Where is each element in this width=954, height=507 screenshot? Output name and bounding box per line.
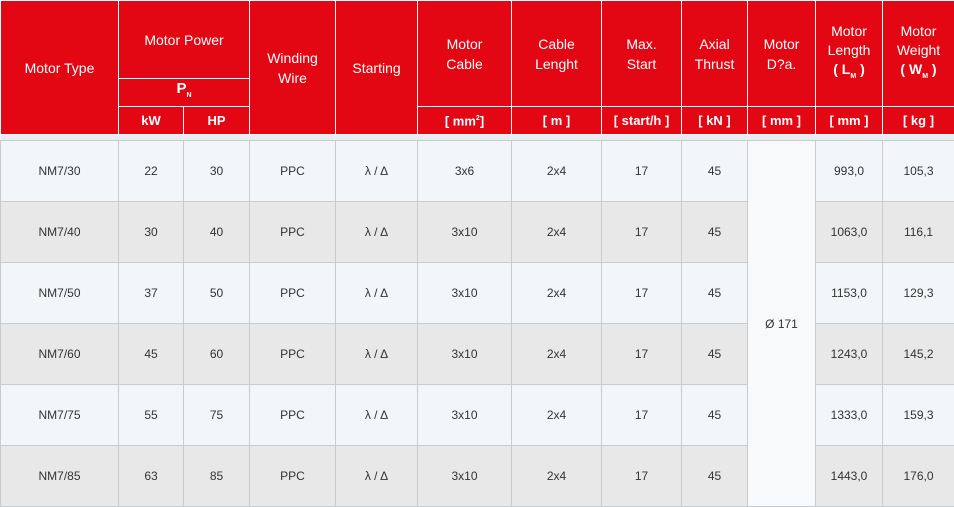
cell-max: 17: [602, 324, 682, 385]
unit-kw: kW: [119, 107, 184, 135]
cell-type: NM7/60: [1, 324, 119, 385]
unit-start-h: [ start/h ]: [602, 107, 682, 135]
cell-kw: 22: [119, 141, 184, 202]
cell-diameter: Ø 171: [748, 141, 816, 507]
cell-mw: 176,0: [883, 446, 954, 507]
cell-len: 2x4: [512, 324, 602, 385]
cell-wire: PPC: [250, 141, 336, 202]
cell-thrust: 45: [682, 263, 748, 324]
cell-mlen: 1443,0: [816, 446, 883, 507]
col-max-start: Max.Start: [602, 1, 682, 107]
cell-mlen: 1063,0: [816, 202, 883, 263]
col-motor-type: Motor Type: [1, 1, 119, 135]
cell-kw: 55: [119, 385, 184, 446]
cell-start: λ / Δ: [336, 446, 418, 507]
cell-kw: 37: [119, 263, 184, 324]
cell-mlen: 993,0: [816, 141, 883, 202]
cell-thrust: 45: [682, 446, 748, 507]
cell-wire: PPC: [250, 202, 336, 263]
cell-wire: PPC: [250, 263, 336, 324]
cell-type: NM7/50: [1, 263, 119, 324]
cell-type: NM7/75: [1, 385, 119, 446]
cell-mlen: 1153,0: [816, 263, 883, 324]
cell-wire: PPC: [250, 324, 336, 385]
cell-hp: 85: [184, 446, 250, 507]
cell-hp: 60: [184, 324, 250, 385]
cell-max: 17: [602, 202, 682, 263]
cell-wire: PPC: [250, 385, 336, 446]
cell-max: 17: [602, 446, 682, 507]
cell-hp: 40: [184, 202, 250, 263]
cell-type: NM7/30: [1, 141, 119, 202]
unit-mm2: [ mm2]: [418, 107, 512, 135]
cell-mw: 129,3: [883, 263, 954, 324]
cell-mw: 145,2: [883, 324, 954, 385]
cell-thrust: 45: [682, 324, 748, 385]
cell-thrust: 45: [682, 202, 748, 263]
cell-max: 17: [602, 385, 682, 446]
cell-mlen: 1243,0: [816, 324, 883, 385]
cell-kw: 63: [119, 446, 184, 507]
col-motor-power: Motor Power: [119, 1, 250, 79]
cell-type: NM7/40: [1, 202, 119, 263]
cell-len: 2x4: [512, 141, 602, 202]
cell-len: 2x4: [512, 446, 602, 507]
cell-len: 2x4: [512, 385, 602, 446]
unit-kg: [ kg ]: [883, 107, 954, 135]
unit-dia-mm: [ mm ]: [748, 107, 816, 135]
cell-cable: 3x10: [418, 202, 512, 263]
cell-start: λ / Δ: [336, 385, 418, 446]
cell-cable: 3x6: [418, 141, 512, 202]
cell-cable: 3x10: [418, 324, 512, 385]
cell-max: 17: [602, 263, 682, 324]
cell-thrust: 45: [682, 141, 748, 202]
cell-mlen: 1333,0: [816, 385, 883, 446]
cell-type: NM7/85: [1, 446, 119, 507]
unit-hp: HP: [184, 107, 250, 135]
cell-hp: 50: [184, 263, 250, 324]
cell-kw: 45: [119, 324, 184, 385]
unit-m: [ m ]: [512, 107, 602, 135]
cell-mw: 159,3: [883, 385, 954, 446]
cell-cable: 3x10: [418, 385, 512, 446]
unit-length-mm: [ mm ]: [816, 107, 883, 135]
cell-start: λ / Δ: [336, 141, 418, 202]
col-starting: Starting: [336, 1, 418, 135]
cell-wire: PPC: [250, 446, 336, 507]
cell-hp: 30: [184, 141, 250, 202]
cell-start: λ / Δ: [336, 324, 418, 385]
cell-kw: 30: [119, 202, 184, 263]
cell-thrust: 45: [682, 385, 748, 446]
unit-kn: [ kN ]: [682, 107, 748, 135]
cell-max: 17: [602, 141, 682, 202]
cell-start: λ / Δ: [336, 263, 418, 324]
pn-label: PN: [119, 79, 250, 107]
cell-mw: 116,1: [883, 202, 954, 263]
cell-hp: 75: [184, 385, 250, 446]
cell-mw: 105,3: [883, 141, 954, 202]
cell-start: λ / Δ: [336, 202, 418, 263]
cell-len: 2x4: [512, 202, 602, 263]
cell-len: 2x4: [512, 263, 602, 324]
cell-cable: 3x10: [418, 446, 512, 507]
cell-cable: 3x10: [418, 263, 512, 324]
